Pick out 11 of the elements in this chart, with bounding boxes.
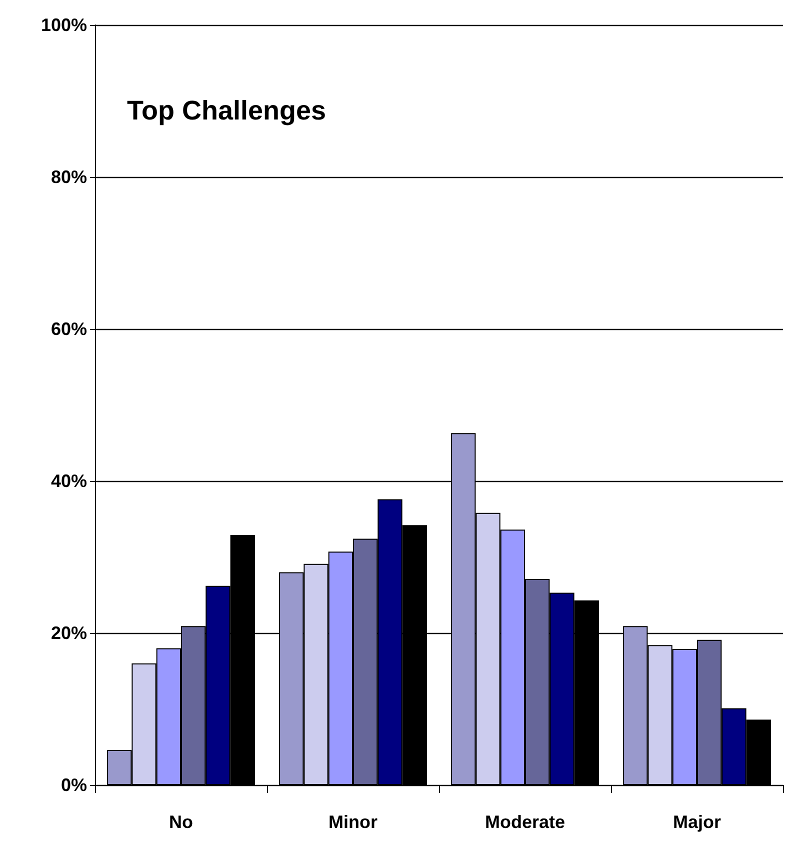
text: Top Challenges [127,96,326,126]
y-tick-label: 40% [50,471,87,491]
y-tick-label: 0% [60,775,87,795]
y-tick-label: 20% [50,623,87,643]
x-tick-label: Major [672,812,722,832]
y-tick-label: 80% [50,167,87,187]
x-tick-label: Minor [328,812,378,832]
y-tick-label: 60% [50,319,87,339]
x-tick-label: No [169,812,193,832]
y-tick-label: 100% [40,15,87,35]
x-tick-label: Moderate [484,812,566,832]
